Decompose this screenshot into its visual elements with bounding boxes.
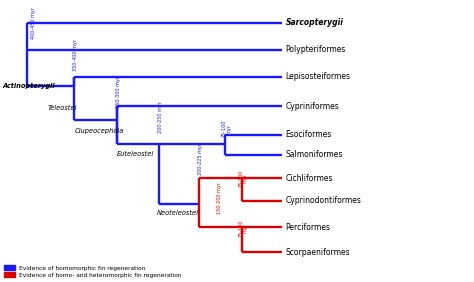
Text: Cichliformes: Cichliformes xyxy=(285,174,333,183)
Text: Salmoniformes: Salmoniformes xyxy=(285,151,343,160)
Text: 75-100
myr: 75-100 myr xyxy=(222,120,231,137)
Text: Actinopterygii: Actinopterygii xyxy=(2,83,55,89)
Text: 200-250 myr: 200-250 myr xyxy=(158,102,163,133)
Text: 150-200 myr: 150-200 myr xyxy=(217,182,221,214)
Text: Lepisosteiformes: Lepisosteiformes xyxy=(285,72,351,81)
Text: Teleostei: Teleostei xyxy=(47,105,77,111)
Text: 75-100
myr: 75-100 myr xyxy=(238,169,248,187)
Text: Clupeocephala: Clupeocephala xyxy=(74,128,124,134)
Legend: Evidence of homomorphic fin regeneration, Evidence of homo- and heteromorphic fi: Evidence of homomorphic fin regeneration… xyxy=(4,265,182,278)
Text: 75-100
myr: 75-100 myr xyxy=(238,219,248,237)
Text: 250-300 myr: 250-300 myr xyxy=(116,76,121,108)
Text: Cyprinodontiformes: Cyprinodontiformes xyxy=(285,197,361,205)
Text: Sarcopterygii: Sarcopterygii xyxy=(285,18,343,27)
Text: 400-450 myr: 400-450 myr xyxy=(31,7,36,39)
Text: Scorpaeniformes: Scorpaeniformes xyxy=(285,248,350,257)
Text: Cypriniformes: Cypriniformes xyxy=(285,102,339,111)
Text: Euteleostei: Euteleostei xyxy=(117,151,154,157)
Text: Perciformes: Perciformes xyxy=(285,222,330,232)
Text: 350-400 myr: 350-400 myr xyxy=(73,39,78,71)
Text: Esociformes: Esociformes xyxy=(285,130,332,139)
Text: 200-225 myr: 200-225 myr xyxy=(198,143,203,175)
Text: Polypteriformes: Polypteriformes xyxy=(285,45,346,54)
Text: Neoteleostei: Neoteleostei xyxy=(157,210,199,216)
